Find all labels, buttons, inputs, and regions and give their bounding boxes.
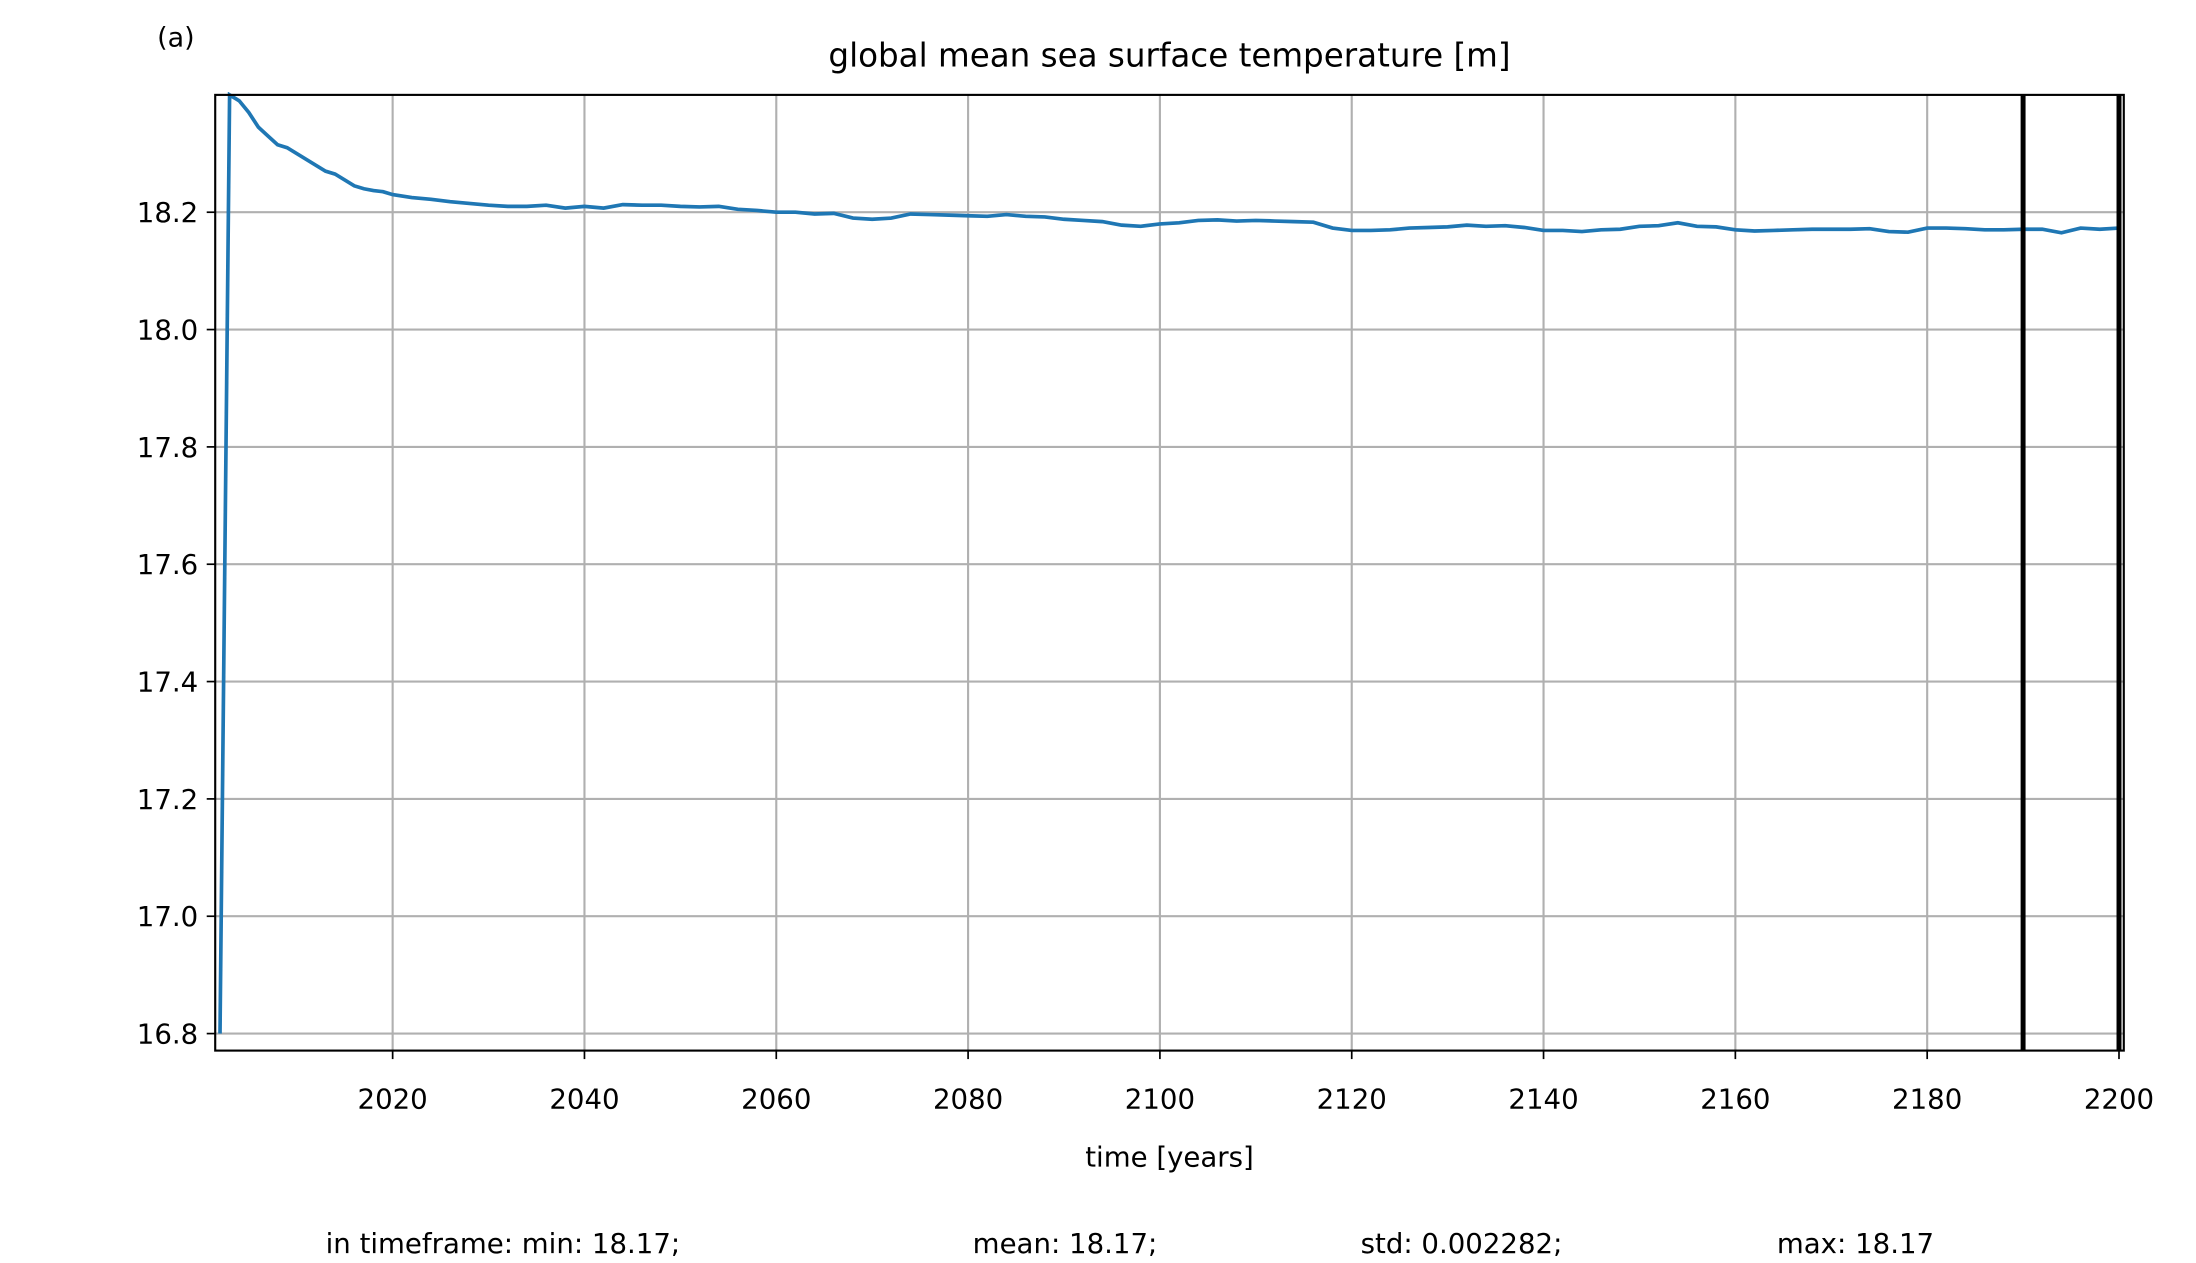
y-tick-label: 17.2 [137,783,198,816]
x-tick-label: 2180 [1892,1083,1962,1116]
y-tick-label: 18.0 [137,313,198,346]
y-tick-label: 17.4 [137,665,198,698]
y-tick-label: 17.8 [137,431,198,464]
y-tick-label: 16.8 [137,1017,198,1050]
y-tick-label: 17.0 [137,900,198,933]
panel-label: (a) [157,23,194,54]
x-tick-label: 2200 [2084,1083,2154,1116]
x-tick-label: 2100 [1125,1083,1195,1116]
data-line [218,92,2120,1034]
x-axis-label: time [years] [1085,1141,1254,1174]
x-tick-label: 2060 [741,1083,811,1116]
y-tick-label: 18.2 [137,196,198,229]
x-tick-label: 2040 [549,1083,619,1116]
x-tick-label: 2160 [1700,1083,1770,1116]
stats-text: mean: 18.17; [973,1227,1158,1260]
y-tick-label: 17.6 [137,548,198,581]
chart-title: global mean sea surface temperature [m] [828,37,1510,75]
x-tick-label: 2140 [1508,1083,1578,1116]
stats-text: std: 0.002282; [1361,1227,1563,1260]
x-tick-label: 2120 [1317,1083,1387,1116]
stats-text: in timeframe: min: 18.17; [326,1227,681,1260]
stats-text: max: 18.17 [1777,1227,1934,1260]
x-tick-label: 2020 [358,1083,428,1116]
x-tick-label: 2080 [933,1083,1003,1116]
axes-frame [214,93,2125,1052]
